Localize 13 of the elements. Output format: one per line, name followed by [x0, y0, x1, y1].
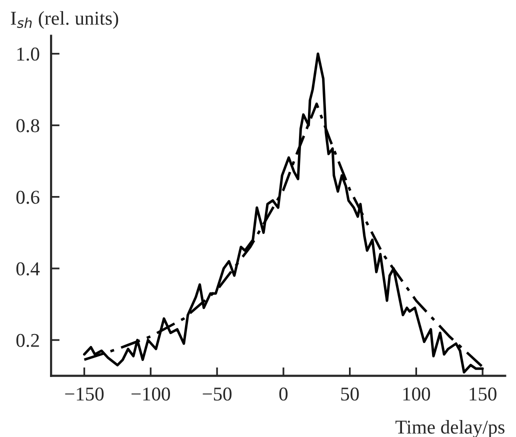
x-tick-label: 100 [403, 387, 430, 401]
y-tick-label: 0.4 [16, 262, 40, 276]
x-tick-label: −100 [132, 387, 170, 401]
y-tick-label: 0.8 [16, 119, 40, 132]
x-tick-label: 150 [470, 387, 496, 401]
y-tick-label: 1.0 [17, 48, 40, 61]
y-tick-label: 0.2 [16, 334, 39, 348]
x-tick-label: 50 [341, 387, 359, 401]
x-tick-label: −50 [202, 387, 232, 401]
x-tick-label: 0 [279, 387, 288, 401]
y-tick-label: 0.6 [16, 190, 40, 204]
y-axis-title: I$_{sh}$ (rel. units) [10, 11, 118, 29]
x-tick-label: −150 [65, 387, 104, 401]
